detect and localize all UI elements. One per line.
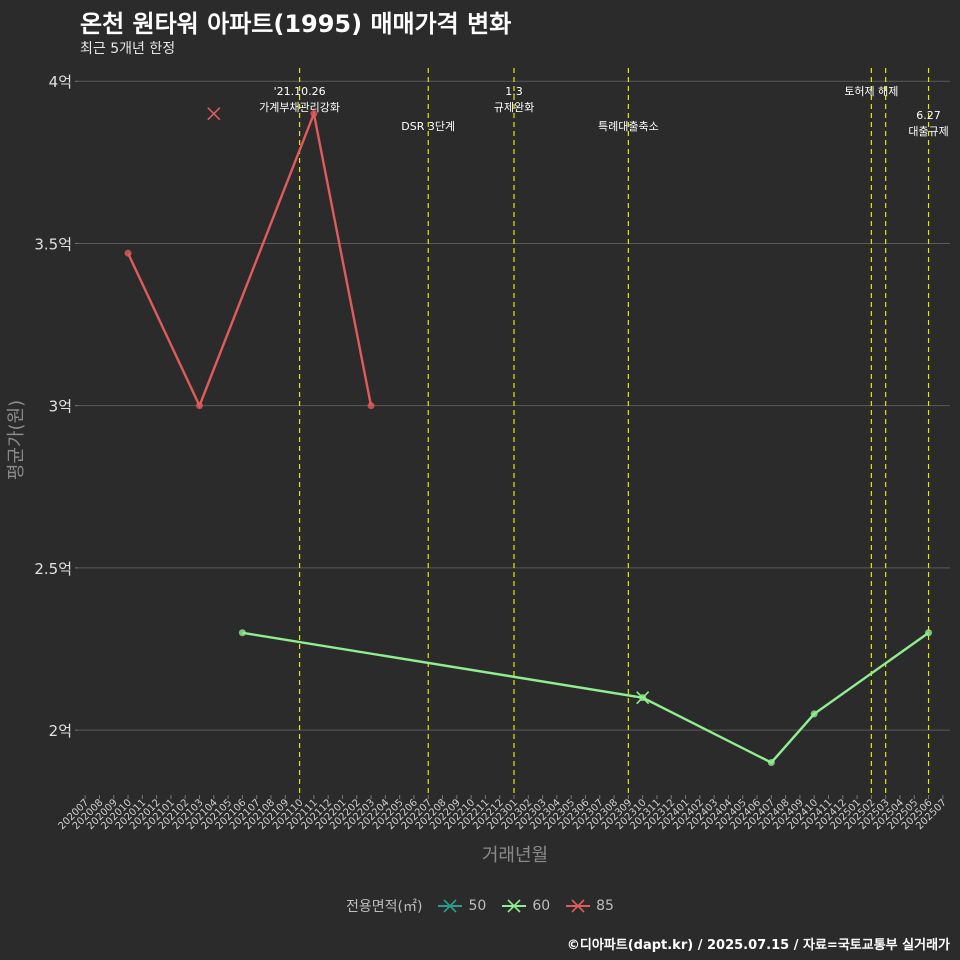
y-tick-label: 2억 bbox=[49, 722, 72, 740]
data-point-85 bbox=[124, 249, 132, 257]
series-line-85 bbox=[126, 109, 373, 409]
x-axis-label: 거래년월 bbox=[482, 845, 548, 866]
y-axis: 2억 2.5억 3억 3.5억 4억 bbox=[34, 73, 78, 740]
event-label: '21.10.26 bbox=[274, 85, 326, 98]
y-tick-label: 3.5억 bbox=[34, 235, 72, 253]
legend-item-50[interactable]: 50 bbox=[438, 896, 486, 916]
data-point-60 bbox=[767, 759, 775, 767]
data-point-60 bbox=[238, 629, 246, 637]
event-label: 1.3 bbox=[505, 85, 523, 98]
chart-subtitle: 최근 5개년 한정 bbox=[80, 41, 176, 57]
data-point-85 bbox=[196, 402, 204, 410]
legend: 전용면적(㎡) 50 60 85 bbox=[0, 896, 960, 916]
chart-title: 온천 원타워 아파트(1995) 매매가격 변화 bbox=[80, 10, 512, 38]
source-caption: ©디아파트(dapt.kr) / 2025.07.15 / 자료=국토교통부 실… bbox=[566, 938, 950, 953]
series-line-60 bbox=[242, 631, 930, 765]
event-label: 6.27 bbox=[916, 109, 941, 122]
legend-label-60: 60 bbox=[532, 898, 551, 914]
legend-title: 전용면적(㎡) bbox=[346, 899, 423, 915]
y-axis-label: 평균가(원) bbox=[6, 400, 27, 480]
y-tick-label: 4억 bbox=[49, 73, 72, 91]
cancelled-marker-60 bbox=[636, 691, 650, 705]
event-label: 대출규제 bbox=[908, 125, 948, 138]
event-label: 가계부채관리강화 bbox=[259, 101, 340, 114]
legend-key-85-icon bbox=[566, 899, 591, 913]
legend-item-60[interactable]: 60 bbox=[502, 896, 550, 916]
legend-item-85[interactable]: 85 bbox=[566, 896, 614, 916]
data-point-85 bbox=[310, 110, 318, 118]
event-label: 규제완화 bbox=[494, 101, 534, 114]
legend-label-85: 85 bbox=[596, 898, 614, 914]
legend-key-50-icon bbox=[438, 899, 463, 913]
event-label: 특례대출축소 bbox=[598, 120, 659, 133]
series-group bbox=[124, 107, 933, 767]
data-point-60 bbox=[925, 629, 933, 637]
event-label: 토허제 해제 bbox=[844, 84, 898, 98]
data-point-60 bbox=[810, 710, 818, 718]
event-label: DSR 3단계 bbox=[401, 120, 455, 133]
legend-key-60-icon bbox=[502, 899, 527, 913]
data-point-85 bbox=[367, 402, 375, 410]
legend-label-50: 50 bbox=[468, 898, 487, 914]
cancelled-marker-85 bbox=[207, 107, 221, 121]
y-tick-label: 2.5억 bbox=[34, 560, 72, 578]
x-axis: 2020072020082020092020102020112020122021… bbox=[56, 795, 949, 832]
y-tick-label: 3억 bbox=[49, 398, 72, 416]
